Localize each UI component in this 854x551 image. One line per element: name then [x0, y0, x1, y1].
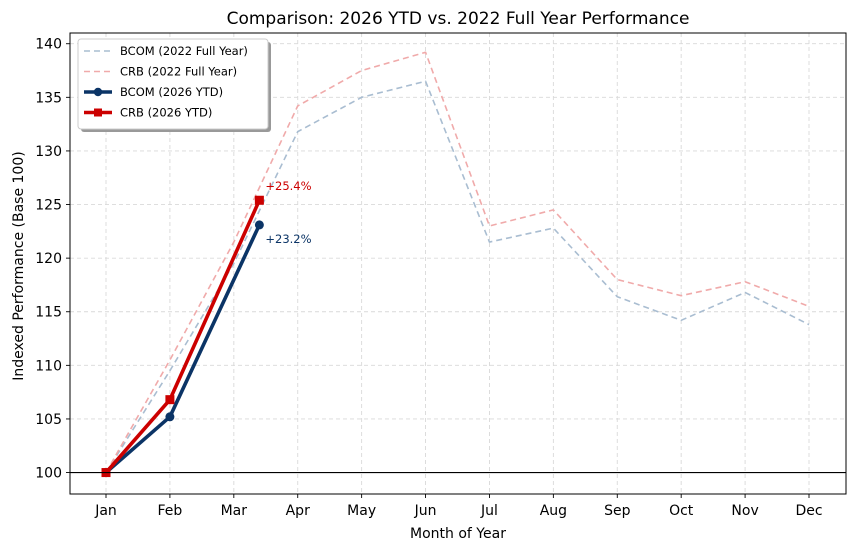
x-tick-label: Feb — [158, 503, 183, 519]
data-point-bcom-2026-ytd — [254, 220, 264, 230]
x-tick-label: Jan — [94, 503, 117, 519]
x-tick-label: Oct — [669, 503, 694, 519]
x-tick-label: May — [347, 503, 376, 519]
x-tick-label: Jun — [414, 503, 437, 519]
legend-marker — [93, 87, 103, 97]
legend-label: CRB (2026 YTD) — [120, 106, 212, 120]
y-tick-label: 135 — [35, 90, 62, 106]
x-tick-label: Apr — [286, 503, 310, 519]
x-tick-label: Aug — [540, 503, 567, 519]
axis-ticks: Jan Feb Mar Apr May Jun Jul Aug Sep Oct Nov Dec 100 1… — [35, 37, 822, 519]
grid — [70, 33, 846, 494]
x-tick-label: Mar — [221, 503, 248, 519]
y-tick-label: 125 — [35, 198, 62, 214]
x-tick-label: Dec — [795, 503, 822, 519]
x-axis-label: Month of Year — [410, 526, 506, 542]
y-tick-label: 130 — [35, 144, 62, 160]
legend-label: BCOM (2026 YTD) — [120, 85, 223, 99]
series-line-bcom-2022-full-year — [105, 80, 810, 473]
data-point-crb-2026-ytd — [165, 395, 175, 405]
y-tick-label: 120 — [35, 251, 62, 267]
legend-box — [77, 38, 269, 130]
legend-marker — [94, 108, 102, 117]
y-axis-label: Indexed Performance (Base 100) — [11, 151, 27, 380]
x-tick-label: Nov — [731, 503, 758, 519]
legend-label: BCOM (2022 Full Year) — [120, 44, 248, 58]
legend-label: CRB (2022 Full Year) — [120, 65, 237, 79]
plot-frame — [69, 32, 847, 495]
series-line-crb-2026-ytd — [104, 199, 262, 474]
y-tick-label: 115 — [35, 305, 62, 321]
series-line-crb-2022-full-year — [105, 51, 810, 473]
annotation-label: +25.4% — [265, 179, 311, 193]
y-tick-label: 100 — [35, 466, 62, 482]
annotations: +25.4% +23.2% — [265, 179, 311, 246]
data-point-crb-2026-ytd — [254, 195, 264, 205]
data-point-bcom-2026-ytd — [165, 412, 175, 422]
annotation-label: +23.2% — [265, 232, 311, 246]
x-tick-label: Sep — [604, 503, 631, 519]
x-tick-label: Jul — [480, 503, 498, 519]
chart-title: Comparison: 2026 YTD vs. 2022 Full Year … — [227, 9, 690, 29]
y-tick-label: 110 — [35, 358, 62, 374]
y-tick-label: 105 — [35, 412, 62, 428]
y-tick-label: 140 — [35, 37, 62, 53]
legend: BCOM (2022 Full Year) CRB (2022 Full Year… — [77, 38, 271, 132]
